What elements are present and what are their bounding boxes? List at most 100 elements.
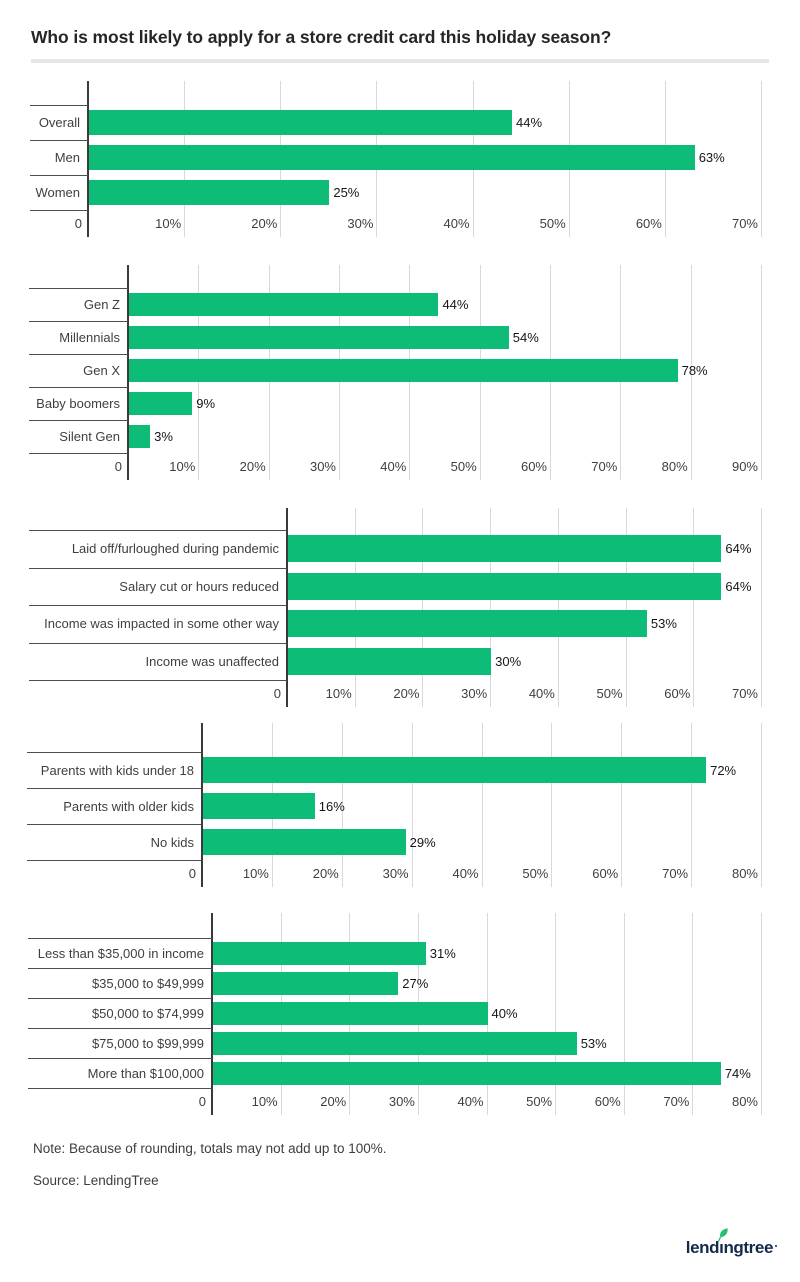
category-tick-line [29,354,128,355]
axis-tick-label: 0 [273,686,281,701]
axis-tick-label: 10% [155,216,182,231]
category-tick-line [30,105,88,106]
category-tick-line [28,1028,212,1029]
axis-tick-label: 50% [596,686,623,701]
value-label: 78% [681,363,708,378]
gridline [690,265,692,480]
category-label: $50,000 to $74,999 [91,1005,204,1021]
bar [213,941,426,965]
axis-line [201,723,203,887]
category-label: Laid off/furloughed during pandemic [71,541,279,557]
value-label: 3% [154,429,173,444]
value-label: 64% [725,541,752,557]
axis-line [211,913,213,1115]
category-label: Salary cut or hours reduced [119,578,279,594]
axis-tick-label: 80% [731,866,758,881]
category-tick-line [29,288,128,289]
axis-tick-label: 70% [663,1094,690,1109]
axis-tick-label: 40% [457,1094,484,1109]
category-label: Income was unaffected [145,653,279,669]
gridline [692,913,694,1115]
axis-tick-label: 60% [520,459,547,474]
category-label: $75,000 to $99,999 [91,1035,204,1051]
gridline [551,723,553,887]
category-tick-line [29,321,128,322]
axis-tick-label: 20% [312,866,339,881]
category-label: Parents with kids under 18 [40,762,194,778]
bar [213,1001,488,1025]
value-label: 54% [512,330,539,345]
bar [213,1031,577,1055]
category-tick-line [27,752,202,753]
axis-tick-label: 50% [539,216,566,231]
trademark-dot [775,1245,777,1247]
category-tick-line [27,860,202,861]
axis-tick-label: 30% [347,216,374,231]
axis-tick-label: 80% [731,1094,758,1109]
category-tick-line [28,998,212,999]
chart-by-income-impact: Laid off/furloughed during pandemic 64% Sa… [0,508,800,707]
axis-tick-label: 40% [443,216,470,231]
axis-tick-label: 0 [198,1094,206,1109]
gridline [761,913,762,1115]
gridline [693,508,695,707]
bar [89,180,330,205]
value-label: 44% [442,297,469,312]
axis-line [127,265,129,480]
charts-area: Overall 44% Men 63% Women 25% 0 10% 20% 30% 40% 50%… [0,81,800,1115]
bar [89,110,513,135]
axis-tick-label: 30% [461,686,488,701]
category-label: Parents with older kids [63,798,194,814]
category-label: No kids [150,834,194,850]
lendingtree-logo: lend ı ngtree [686,1227,777,1272]
axis-tick-label: 0 [114,459,122,474]
category-label: Millennials [59,330,120,345]
category-tick-line [28,1088,212,1089]
category-tick-line [27,824,202,825]
axis-tick-label: 70% [731,686,758,701]
category-tick-line [28,938,212,939]
gridline [555,913,557,1115]
gridline [411,723,413,887]
category-tick-line [29,387,128,388]
category-label: $35,000 to $49,999 [91,975,204,991]
value-label: 29% [409,834,436,850]
category-label: More than $100,000 [87,1065,204,1081]
value-label: 9% [196,396,216,411]
axis-tick-label: 50% [526,1094,553,1109]
leaf-icon [717,1227,729,1242]
chart-by-income-level: Less than $35,000 in income 31% $35,000 to… [0,913,800,1115]
bar [129,326,509,349]
category-tick-line [28,1058,212,1059]
value-label: 25% [333,185,360,200]
axis-tick-label: 40% [380,459,407,474]
category-tick-line [30,175,88,176]
category-tick-line [30,210,88,211]
category-tick-line [29,605,287,606]
header: Who is most likely to apply for a store … [0,28,800,63]
footer: Note: Because of rounding, totals may no… [0,1141,800,1188]
axis-tick-label: 50% [450,459,477,474]
logo-text-i: ı [719,1238,724,1257]
page-title: Who is most likely to apply for a store … [31,27,612,47]
axis-tick-label: 20% [393,686,420,701]
category-label: Overall [38,115,80,130]
category-tick-line [29,453,128,454]
gridline [761,508,762,707]
note-text: Note: Because of rounding, totals may no… [33,1141,387,1156]
axis-tick-label: 60% [592,866,619,881]
axis-tick-label: 0 [188,866,196,881]
axis-tick-label: 10% [242,866,269,881]
value-label: 63% [698,150,725,165]
bar [288,610,647,638]
category-tick-line [27,788,202,789]
bar [129,359,678,382]
category-tick-line [30,140,88,141]
chart-by-parental-status: Parents with kids under 18 72% Parents wit… [0,723,800,887]
axis-tick-label: 30% [382,866,409,881]
value-label: 64% [725,578,752,594]
axis-tick-label: 40% [528,686,555,701]
gridline [761,723,762,887]
gridline [490,508,492,707]
value-label: 30% [495,653,522,669]
